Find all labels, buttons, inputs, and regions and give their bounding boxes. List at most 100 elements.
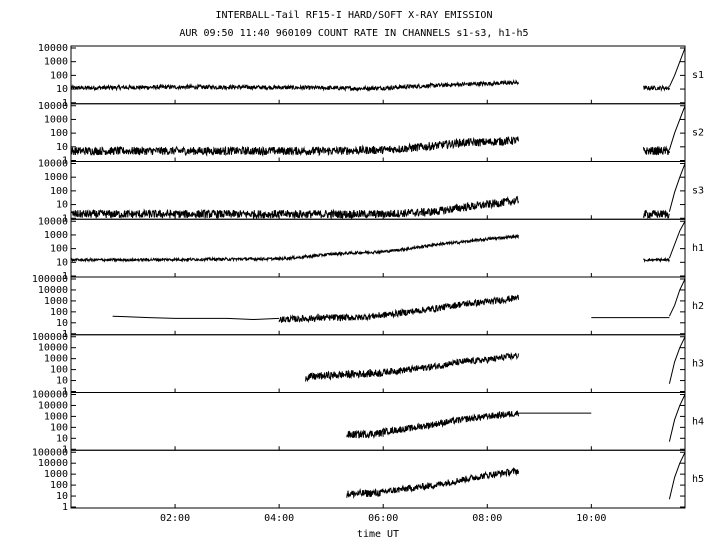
y-tick-label: 1000 bbox=[44, 172, 68, 183]
channel-label-s2: s2 bbox=[692, 128, 704, 139]
panel-h5-frame bbox=[70, 449, 686, 509]
x-tick-label: 04:00 bbox=[264, 513, 294, 524]
series-line-h1-1 bbox=[642, 256, 670, 263]
y-tick-label: 10 bbox=[56, 142, 68, 153]
y-tick-label: 1000 bbox=[44, 114, 68, 125]
x-axis: 02:00 04:00 06:00 08:00 10:00 bbox=[160, 513, 606, 524]
y-tick-label: 10 bbox=[56, 433, 68, 444]
y-tick-label: 10000 bbox=[38, 458, 68, 469]
y-tick-label: 100 bbox=[50, 186, 68, 197]
series-line-s1-1 bbox=[643, 84, 670, 92]
chart-title-line1: INTERBALL-Tail RF15-I HARD/SOFT X-RAY EM… bbox=[216, 10, 493, 21]
series-line-h4-3 bbox=[668, 394, 686, 442]
series-line-s1-2 bbox=[668, 47, 686, 87]
x-tick-label: 06:00 bbox=[368, 513, 398, 524]
x-tick-label: 08:00 bbox=[472, 513, 502, 524]
panel-h1: 1 10 100 1000 10000 h1 bbox=[38, 216, 704, 282]
series-line-h1-0 bbox=[70, 233, 519, 263]
y-tick-label: 1000 bbox=[44, 469, 68, 480]
channel-label-s3: s3 bbox=[692, 185, 704, 196]
series-line-h3-2 bbox=[668, 336, 686, 384]
panel-h3-frame bbox=[70, 334, 686, 393]
y-tick-label: 100 bbox=[50, 307, 68, 318]
panels-group: 110100100010000s1110100100010000s2110100… bbox=[32, 43, 704, 513]
series-line-s2-2 bbox=[668, 105, 686, 150]
y-tick-label: 1 bbox=[62, 98, 68, 109]
y-tick-label: 10000 bbox=[38, 159, 68, 170]
channel-label-h5: h5 bbox=[692, 474, 704, 485]
y-tick-label: 100000 bbox=[32, 447, 68, 458]
y-tick-label: 10 bbox=[56, 84, 68, 95]
y-tick-label: 10000 bbox=[38, 43, 68, 54]
series-line-h5-2 bbox=[668, 452, 686, 500]
panel-s1: 1 10 100 1000 10000 s1 bbox=[38, 43, 704, 109]
channel-label-h1: h1 bbox=[692, 243, 704, 254]
series-line-h2-1 bbox=[278, 294, 519, 324]
y-tick-label: 1 bbox=[62, 387, 68, 398]
series-line-h2-3 bbox=[668, 278, 686, 317]
y-tick-label: 1000 bbox=[44, 354, 68, 365]
y-tick-label: 100000 bbox=[32, 332, 68, 343]
y-tick-label: 100 bbox=[50, 70, 68, 81]
series-line-s3-0 bbox=[70, 195, 519, 221]
y-tick-label: 1000 bbox=[44, 57, 68, 68]
panel-h4-frame bbox=[70, 392, 686, 451]
panel-s3: 1 10 100 1000 10000 s3 bbox=[38, 159, 704, 225]
series-line-h5-1 bbox=[382, 467, 519, 495]
y-tick-label: 1000 bbox=[44, 230, 68, 241]
y-tick-label: 10000 bbox=[38, 285, 68, 296]
series-line-h4-0 bbox=[346, 428, 384, 439]
y-tick-label: 10 bbox=[56, 376, 68, 387]
series-line-h4-1 bbox=[382, 410, 519, 436]
y-tick-label: 100000 bbox=[32, 390, 68, 401]
y-tick-label: 100 bbox=[50, 480, 68, 491]
series-line-h5-0 bbox=[346, 488, 384, 499]
y-tick-label: 10 bbox=[56, 491, 68, 502]
chart-title-line2: AUR 09:50 11:40 960109 COUNT RATE IN CHA… bbox=[179, 28, 528, 39]
channel-label-s1: s1 bbox=[692, 70, 704, 81]
y-tick-label: 1 bbox=[62, 329, 68, 340]
y-tick-label: 100 bbox=[50, 422, 68, 433]
y-tick-label: 1 bbox=[62, 213, 68, 224]
series-line-h2-0 bbox=[112, 315, 280, 321]
channel-label-h4: h4 bbox=[692, 416, 704, 427]
series-line-s1-0 bbox=[70, 78, 519, 93]
y-tick-label: 10000 bbox=[38, 343, 68, 354]
y-tick-label: 10 bbox=[56, 318, 68, 329]
y-tick-label: 10 bbox=[56, 200, 68, 211]
channel-label-h2: h2 bbox=[692, 301, 704, 312]
y-tick-label: 1 bbox=[62, 502, 68, 513]
y-tick-label: 100 bbox=[50, 128, 68, 139]
y-tick-label: 1 bbox=[62, 156, 68, 167]
panel-s1-frame bbox=[70, 45, 686, 105]
channel-label-h3: h3 bbox=[692, 359, 704, 370]
y-tick-label: 10000 bbox=[38, 216, 68, 227]
series-line-s3-2 bbox=[668, 163, 686, 212]
y-tick-label: 10 bbox=[56, 257, 68, 268]
x-tick-label: 10:00 bbox=[576, 513, 606, 524]
series-line-s3-1 bbox=[642, 209, 670, 220]
series-line-h3-0 bbox=[304, 368, 384, 383]
x-tick-label: 02:00 bbox=[160, 513, 190, 524]
panel-h1-frame bbox=[70, 218, 686, 278]
x-axis-label: time UT bbox=[357, 529, 399, 540]
y-tick-label: 1000 bbox=[44, 411, 68, 422]
y-tick-label: 1000 bbox=[44, 296, 68, 307]
series-line-h1-2 bbox=[668, 221, 686, 259]
panel-h2-frame bbox=[70, 276, 686, 336]
y-tick-label: 100000 bbox=[32, 274, 68, 285]
y-tick-label: 1 bbox=[62, 444, 68, 455]
series-line-s2-1 bbox=[642, 145, 670, 156]
y-tick-label: 10000 bbox=[38, 400, 68, 411]
series-line-s2-0 bbox=[70, 136, 519, 157]
y-tick-label: 100 bbox=[50, 244, 68, 255]
y-tick-label: 100 bbox=[50, 365, 68, 376]
series-line-h3-1 bbox=[382, 351, 519, 376]
y-tick-label: 10000 bbox=[38, 101, 68, 112]
y-tick-label: 1 bbox=[62, 271, 68, 282]
